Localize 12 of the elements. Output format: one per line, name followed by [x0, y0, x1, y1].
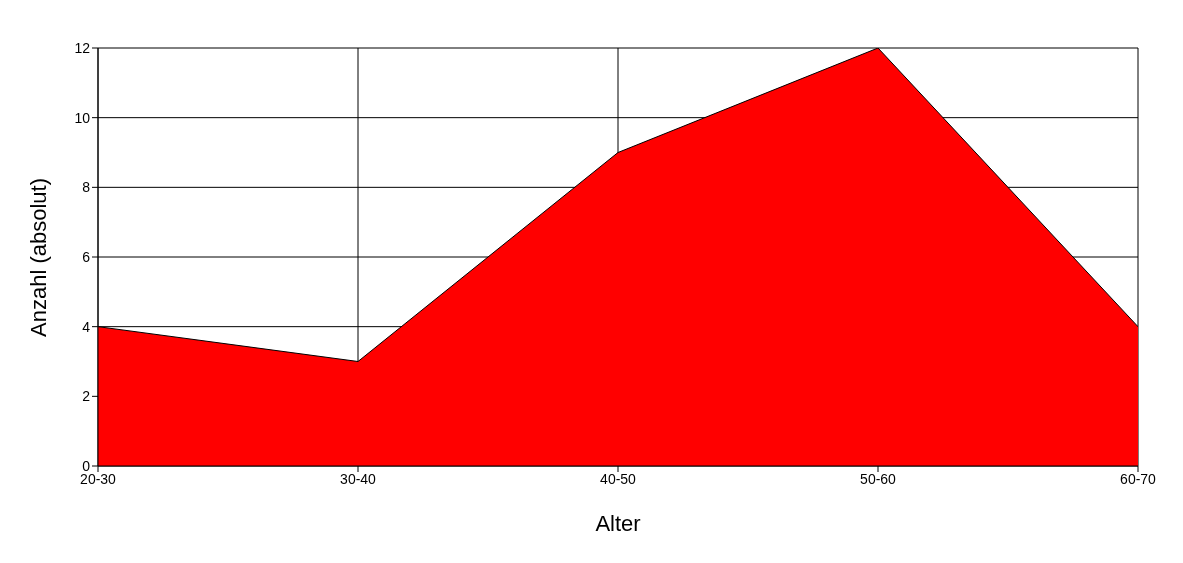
y-tick-label: 2: [82, 388, 91, 405]
x-tick-label: 60-70: [1120, 470, 1157, 487]
y-tick-label: 6: [82, 248, 91, 265]
y-tick-label: 8: [82, 179, 91, 196]
y-tick-label: 10: [74, 109, 91, 126]
y-tick-label: 4: [82, 318, 91, 335]
x-tick-label: 50-60: [860, 470, 897, 487]
x-tick-label: 40-50: [600, 470, 637, 487]
y-axis-title: Anzahl (absolut): [25, 178, 51, 337]
y-tick-label: 12: [74, 39, 91, 56]
x-tick-label: 30-40: [340, 470, 377, 487]
x-axis-title: Alter: [595, 511, 641, 536]
